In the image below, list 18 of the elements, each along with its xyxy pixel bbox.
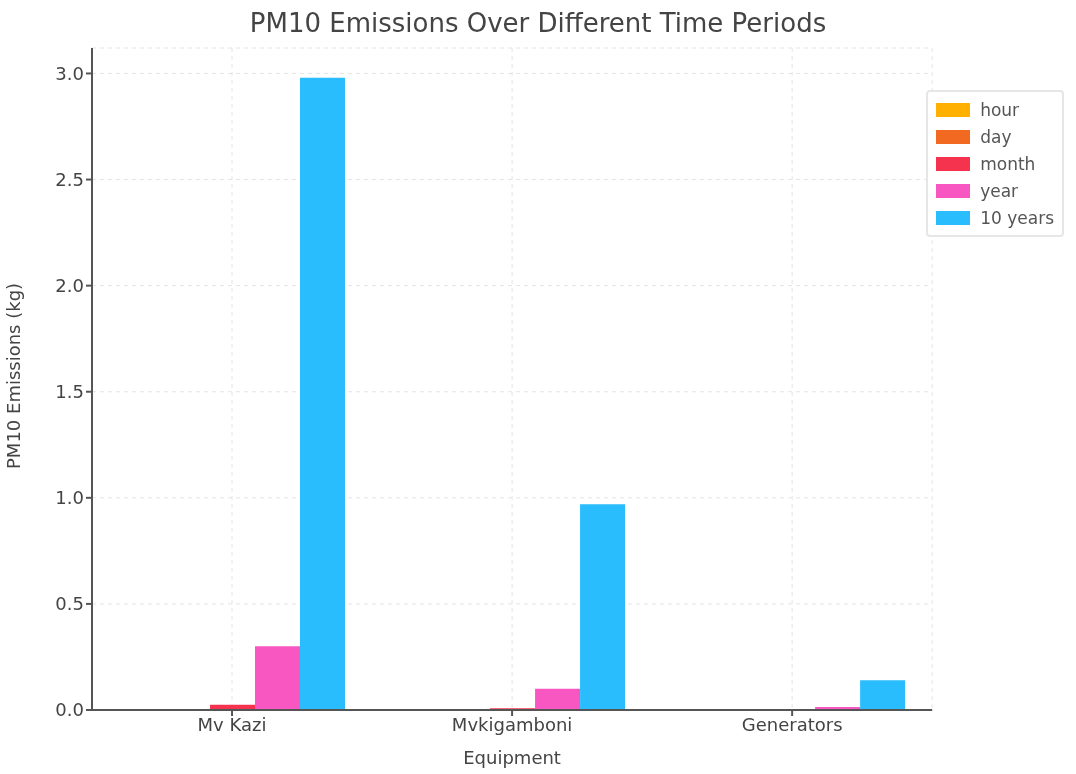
- y-tick-label: 0.0: [55, 699, 84, 721]
- legend-label: day: [980, 126, 1012, 147]
- y-tick-label: 1.0: [55, 487, 84, 509]
- legend-label: 10 years: [980, 207, 1054, 228]
- y-tick-label: 0.5: [55, 593, 84, 615]
- x-tick-label: Generators: [741, 713, 843, 735]
- legend-label: hour: [980, 99, 1020, 120]
- x-tick-label: Mv Kazi: [197, 713, 267, 735]
- chart-title: PM10 Emissions Over Different Time Periods: [248, 8, 828, 38]
- legend-label: month: [980, 153, 1036, 174]
- x-axis-title: Equipment: [463, 747, 561, 768]
- y-tick-label: 3.0: [55, 62, 84, 84]
- y-tick-label: 2.0: [55, 275, 84, 297]
- y-tick-label: 2.5: [55, 168, 84, 190]
- y-axis-title: PM10 Emissions (kg): [3, 282, 25, 469]
- legend-label: year: [980, 180, 1019, 201]
- y-tick-label: 1.5: [55, 381, 84, 403]
- x-tick-label: Mvkigamboni: [451, 713, 573, 735]
